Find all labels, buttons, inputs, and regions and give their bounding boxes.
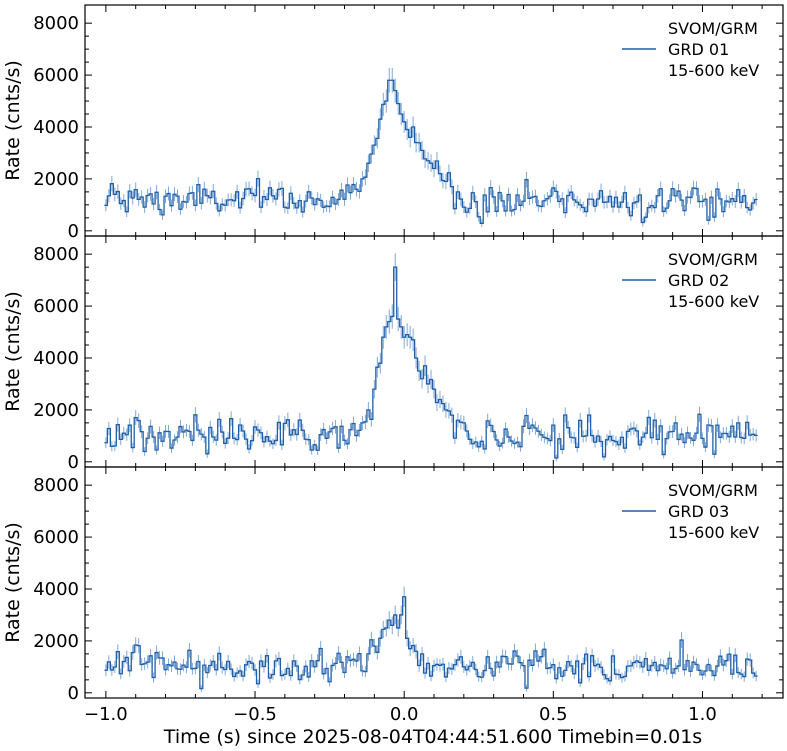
legend-text: GRD 02	[668, 271, 729, 290]
y-tick-label: 0	[68, 452, 79, 473]
legend-text: 15-600 keV	[668, 523, 759, 542]
y-tick-label: 4000	[33, 117, 79, 138]
y-axis-label: Rate (cnts/s)	[2, 60, 24, 181]
y-axis-label: Rate (cnts/s)	[2, 522, 24, 643]
legend-text: SVOM/GRM	[668, 19, 758, 38]
tick-group	[85, 5, 783, 236]
panel-grd-2: 0 2000 4000 6000 8000 Rate (cnts/s) SVOM/GRM GR…	[2, 235, 784, 473]
legend-text: SVOM/GRM	[668, 481, 758, 500]
x-tick-label: 1.0	[688, 704, 717, 725]
tick-group	[85, 236, 783, 467]
y-tick-label: 8000	[33, 244, 79, 265]
tick-group	[85, 467, 783, 698]
legend-text: GRD 03	[668, 502, 729, 521]
y-tick-label: 6000	[33, 527, 79, 548]
panel-grd-1: 0 2000 4000 6000 8000 Rate (cnts/s) SVOM/GRM GR…	[2, 4, 784, 242]
x-tick-label: −1.0	[84, 704, 128, 725]
legend-text: SVOM/GRM	[668, 250, 758, 269]
x-tick-label: −0.5	[233, 704, 277, 725]
y-tick-label: 8000	[33, 13, 79, 34]
y-tick-label: 6000	[33, 65, 79, 86]
y-tick-label: 8000	[33, 475, 79, 496]
x-tick-label: 0.0	[390, 704, 419, 725]
x-tick-labels: −1.0 −0.5 0.0 0.5 1.0	[84, 704, 717, 725]
legend-text: 15-600 keV	[668, 292, 759, 311]
y-tick-label: 0	[68, 683, 79, 704]
y-tick-label: 6000	[33, 296, 79, 317]
y-tick-label: 2000	[33, 400, 79, 421]
legend-text: 15-600 keV	[668, 61, 759, 80]
series-line-grd-03	[104, 596, 758, 690]
series-line-grd-02	[104, 266, 758, 459]
panels-layer: 0 2000 4000 6000 8000 Rate (cnts/s) SVOM/GRM GR…	[2, 4, 784, 725]
y-tick-label: 2000	[33, 169, 79, 190]
series-line-grd-01	[104, 79, 758, 224]
panel-grd-3: 0 2000 4000 6000 8000 Rate (cnts/s) SVOM/GRM GR…	[2, 466, 784, 704]
x-tick-label: 0.5	[539, 704, 568, 725]
y-tick-label: 4000	[33, 579, 79, 600]
y-tick-label: 2000	[33, 631, 79, 652]
x-axis-label: Time (s) since 2025-08-04T04:44:51.600 T…	[163, 726, 702, 748]
y-tick-label: 4000	[33, 348, 79, 369]
y-tick-label: 0	[68, 221, 79, 242]
legend-text: GRD 01	[668, 40, 729, 59]
y-axis-label: Rate (cnts/s)	[2, 291, 24, 412]
